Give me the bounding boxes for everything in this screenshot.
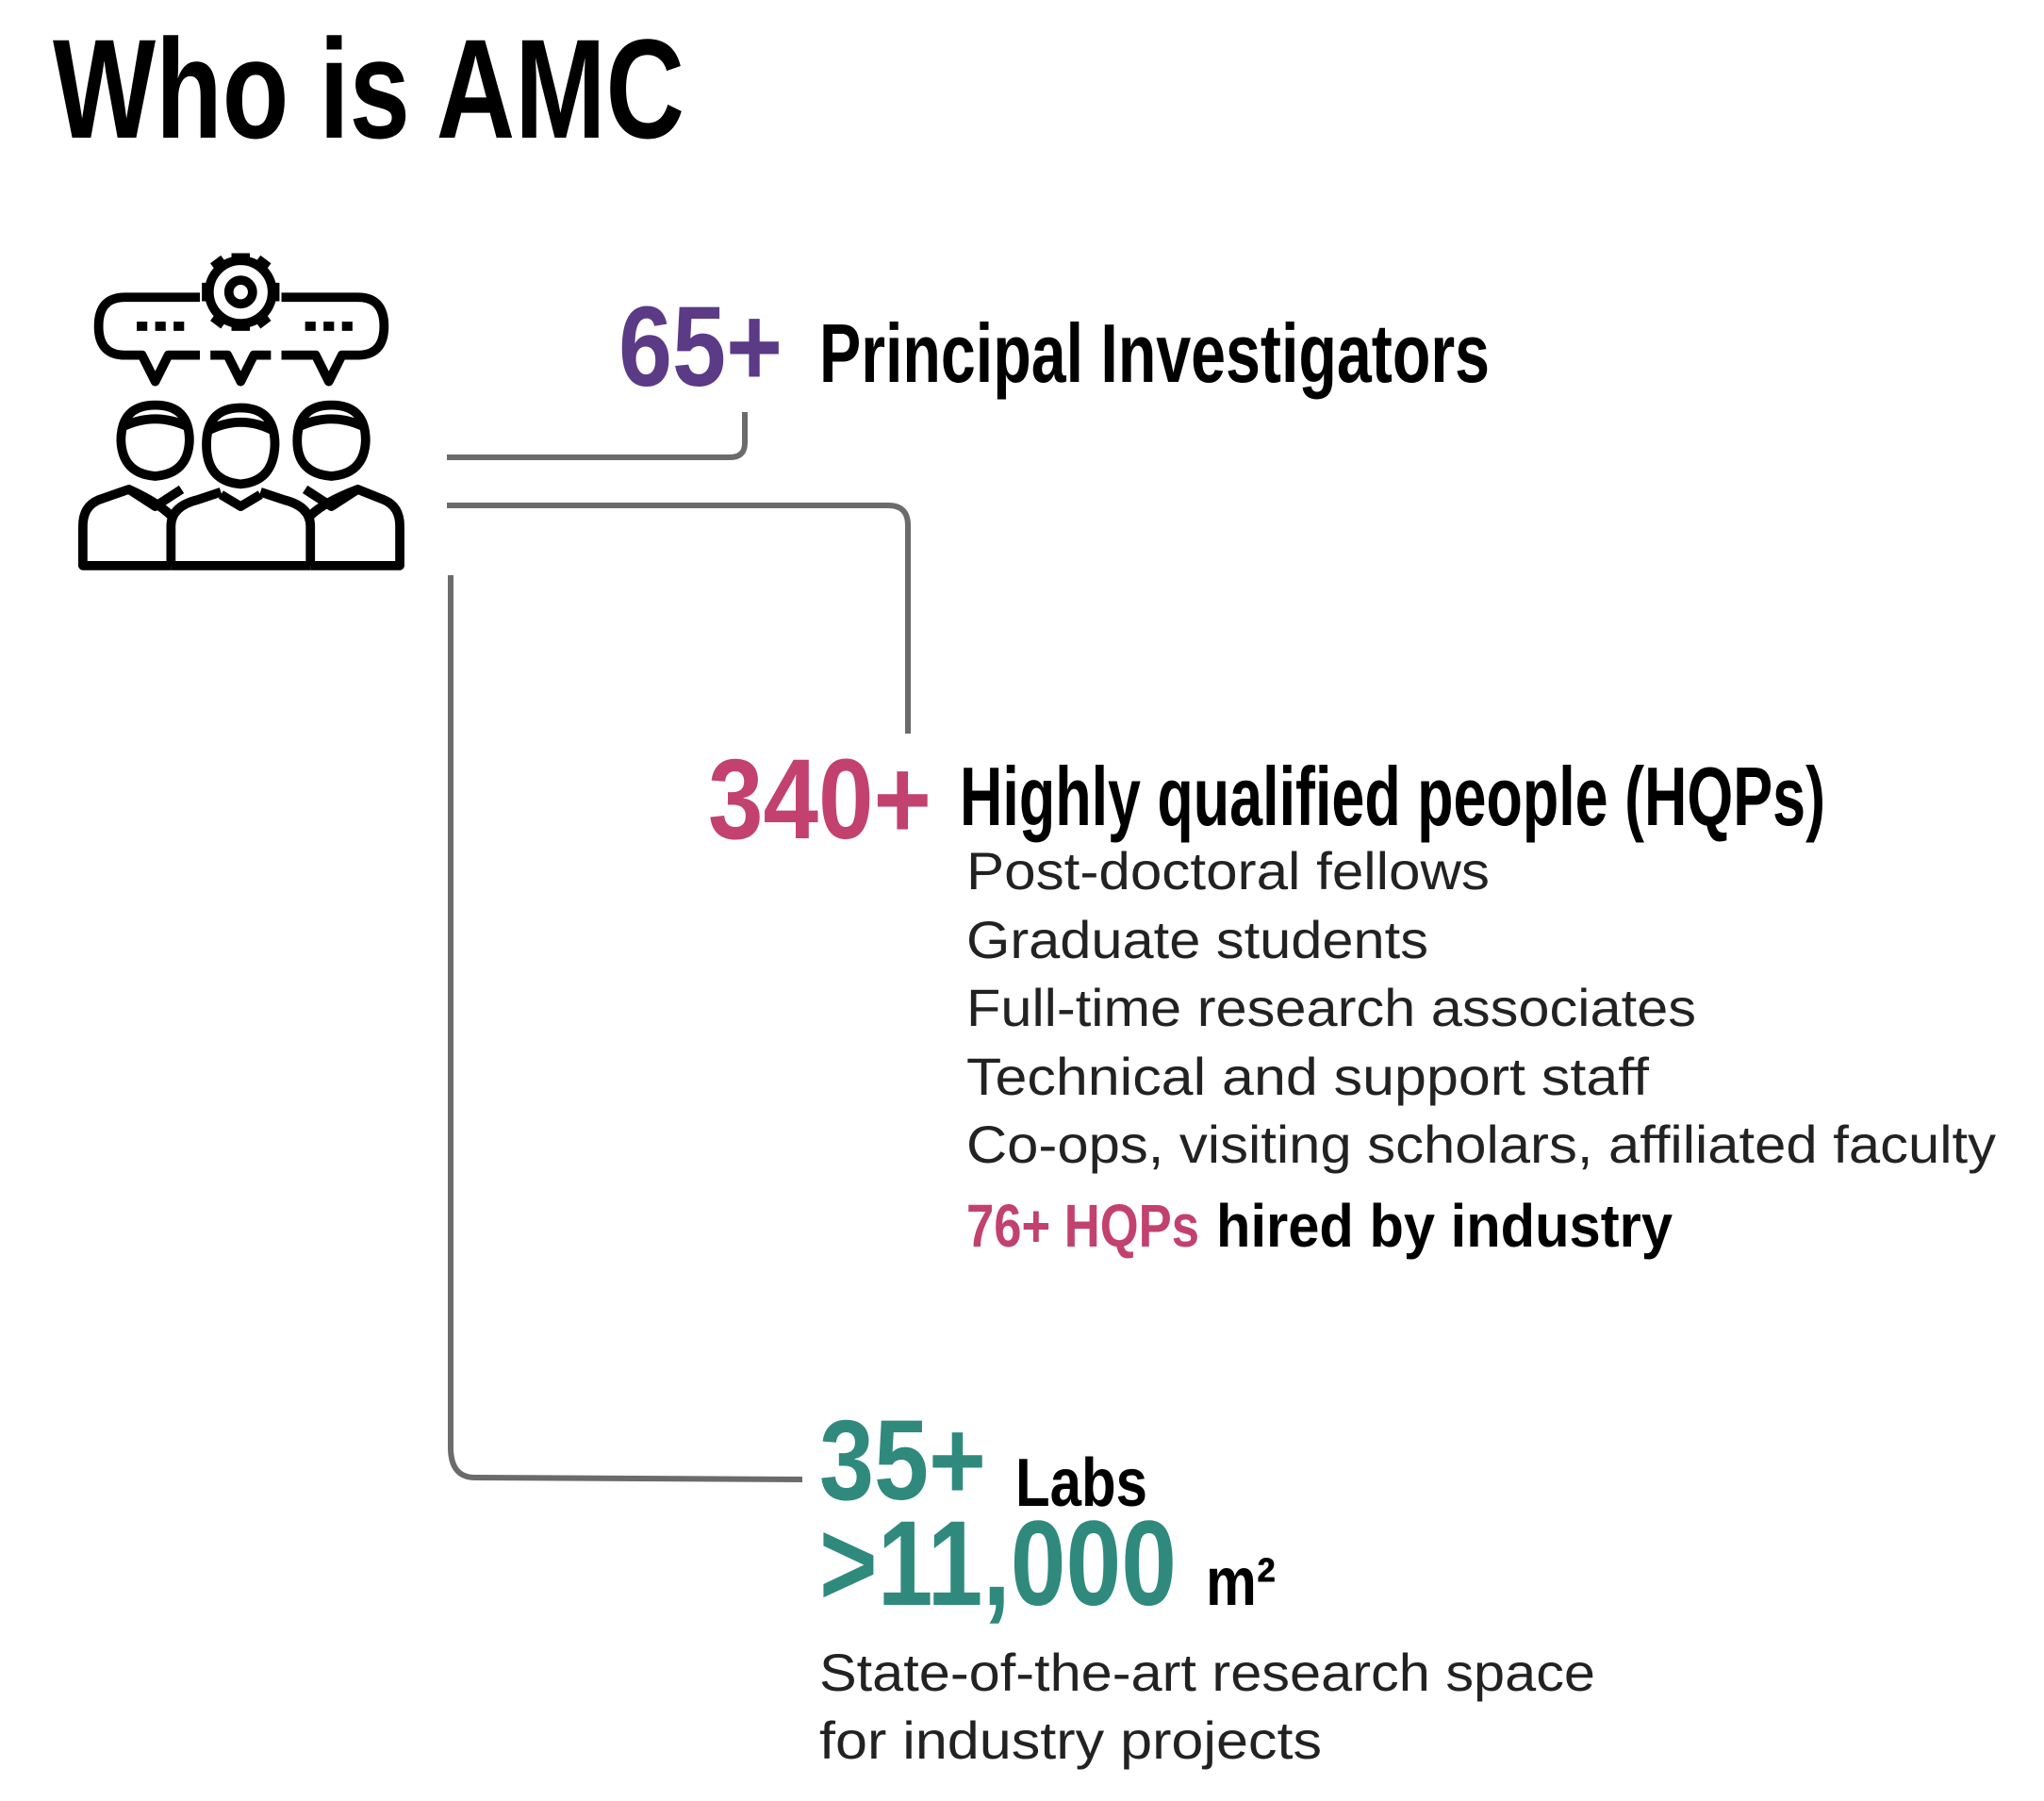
people-icon <box>78 253 404 570</box>
list-item: Graduate students <box>966 910 1428 969</box>
stat-label: Labs <box>1015 1446 1147 1521</box>
title: Who is AMC <box>53 9 684 168</box>
stat-label: Highly qualified people (HQPs) <box>960 750 1825 843</box>
list-item: Full-time research associates <box>966 978 1696 1037</box>
list-item: Post-doctoral fellows <box>966 841 1490 900</box>
connector <box>447 412 748 460</box>
connector <box>448 575 803 1482</box>
stat-number: 35+ <box>819 1396 986 1524</box>
area-number: >11,000 <box>819 1496 1177 1631</box>
stat-number: 65+ <box>618 282 783 410</box>
description: State-of-the-art research space <box>819 1643 1595 1702</box>
highlight-number: 76+ HQPs <box>966 1192 1199 1260</box>
stat-number: 340+ <box>708 735 931 863</box>
stat-label: Principal Investigators <box>819 306 1490 400</box>
list-item: Co-ops, visiting scholars, affiliated fa… <box>966 1115 1996 1174</box>
list-item: Technical and support staff <box>966 1047 1649 1106</box>
highlight-text: hired by industry <box>1216 1192 1673 1260</box>
connector <box>447 503 911 734</box>
description: for industry projects <box>819 1710 1322 1770</box>
area-unit: m² <box>1206 1545 1276 1620</box>
